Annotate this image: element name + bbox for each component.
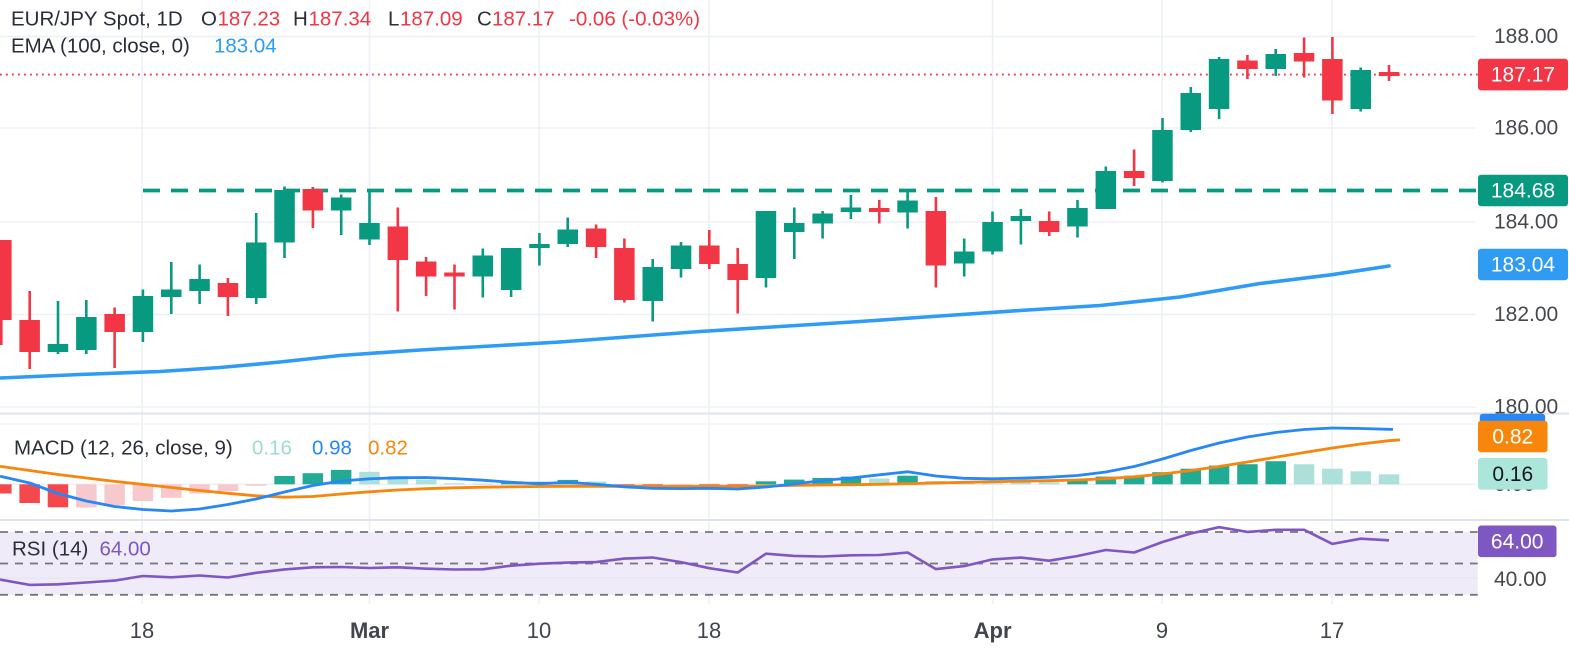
svg-text:40.00: 40.00 [1494, 568, 1547, 591]
svg-text:182.00: 182.00 [1494, 303, 1558, 326]
svg-text:0.82: 0.82 [1492, 426, 1533, 449]
svg-text:18: 18 [697, 618, 721, 643]
svg-text:0.16: 0.16 [1492, 463, 1533, 486]
svg-text:Mar: Mar [350, 618, 390, 643]
svg-text:C: C [477, 8, 492, 31]
svg-text:17: 17 [1320, 618, 1344, 643]
svg-text:0.98: 0.98 [312, 437, 352, 460]
svg-text:0.16: 0.16 [252, 437, 292, 460]
svg-text:187.17: 187.17 [492, 8, 555, 31]
svg-text:10: 10 [527, 618, 551, 643]
svg-text:187.09: 187.09 [400, 8, 463, 31]
svg-text:180.00: 180.00 [1494, 396, 1558, 419]
svg-text:187.17: 187.17 [1491, 64, 1555, 87]
svg-text:64.00: 64.00 [1491, 530, 1544, 553]
svg-text:RSI (14): RSI (14) [12, 538, 88, 561]
svg-text:183.04: 183.04 [214, 35, 277, 58]
svg-text:EUR/JPY Spot, 1D: EUR/JPY Spot, 1D [11, 8, 183, 31]
svg-text:EMA (100, close, 0): EMA (100, close, 0) [11, 35, 190, 58]
svg-text:187.23: 187.23 [218, 8, 281, 31]
svg-text:Apr: Apr [974, 618, 1012, 643]
svg-text:64.00: 64.00 [100, 538, 151, 561]
svg-text:184.68: 184.68 [1491, 180, 1555, 203]
svg-text:L: L [388, 8, 399, 31]
svg-text:18: 18 [130, 618, 154, 643]
svg-text:187.34: 187.34 [309, 8, 372, 31]
svg-text:MACD (12, 26, close, 9): MACD (12, 26, close, 9) [14, 437, 233, 460]
svg-text:0.82: 0.82 [368, 437, 408, 460]
svg-text:H: H [293, 8, 308, 31]
svg-text:183.04: 183.04 [1491, 254, 1556, 277]
svg-text:186.00: 186.00 [1494, 117, 1558, 140]
svg-text:9: 9 [1156, 618, 1168, 643]
svg-text:O: O [201, 8, 217, 31]
svg-text:188.00: 188.00 [1494, 25, 1558, 48]
svg-text:-0.06 (-0.03%): -0.06 (-0.03%) [569, 8, 700, 31]
svg-text:184.00: 184.00 [1494, 211, 1558, 234]
